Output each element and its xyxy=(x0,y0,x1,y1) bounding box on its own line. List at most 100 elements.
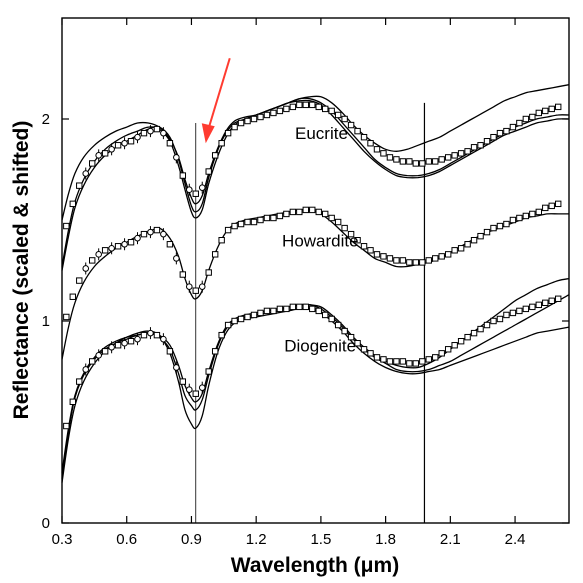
data-point-howardite xyxy=(373,251,381,258)
data-point-howardite xyxy=(127,239,135,246)
data-point-diogenite xyxy=(198,384,206,391)
data-point-diogenite xyxy=(211,348,219,355)
data-point-eucrite xyxy=(386,154,394,161)
data-point-diogenite xyxy=(464,333,471,341)
data-point-diogenite xyxy=(276,305,284,313)
data-point-eucrite xyxy=(82,170,90,177)
data-point-howardite xyxy=(192,287,199,294)
data-point-diogenite xyxy=(63,422,70,430)
data-point-eucrite xyxy=(419,160,426,167)
data-point-howardite xyxy=(419,259,426,266)
data-point-eucrite xyxy=(360,133,368,141)
data-point-eucrite xyxy=(432,158,439,165)
data-point-diogenite xyxy=(399,358,407,365)
reference-lines xyxy=(195,102,426,523)
data-point-howardite xyxy=(173,255,180,262)
data-point-howardite xyxy=(218,237,225,244)
data-point-eucrite xyxy=(211,152,219,159)
series-label-howardite: Howardite xyxy=(282,231,359,250)
data-point-howardite xyxy=(522,212,530,220)
data-point-howardite xyxy=(347,230,355,238)
data-point-diogenite xyxy=(367,350,374,357)
data-point-howardite xyxy=(542,204,549,212)
data-point-eucrite xyxy=(63,222,70,230)
data-point-diogenite xyxy=(516,307,523,315)
data-point-howardite xyxy=(108,244,115,252)
data-point-howardite xyxy=(309,206,316,214)
data-point-eucrite xyxy=(548,105,555,113)
data-point-howardite xyxy=(529,210,536,218)
data-point-eucrite xyxy=(438,156,445,163)
y-tick-label: 0 xyxy=(42,515,50,532)
data-point-howardite xyxy=(270,214,277,222)
data-point-diogenite xyxy=(231,317,238,325)
data-point-howardite xyxy=(548,202,555,210)
data-point-howardite xyxy=(412,259,420,266)
data-point-diogenite xyxy=(522,305,530,313)
data-point-diogenite xyxy=(140,331,148,339)
data-point-eucrite xyxy=(257,113,264,121)
data-point-diogenite xyxy=(69,398,76,406)
data-point-eucrite xyxy=(192,190,199,197)
data-point-diogenite xyxy=(438,350,445,357)
data-point-howardite xyxy=(121,240,128,248)
data-point-howardite xyxy=(399,257,407,264)
data-point-eucrite xyxy=(95,152,102,159)
data-point-eucrite xyxy=(399,158,407,165)
x-tick-label: 1.5 xyxy=(310,531,331,548)
data-point-eucrite xyxy=(76,182,83,189)
x-tick-label: 0.6 xyxy=(116,531,137,548)
data-point-howardite xyxy=(483,228,491,236)
data-point-diogenite xyxy=(322,311,329,319)
data-point-howardite xyxy=(257,216,264,224)
data-point-eucrite xyxy=(406,158,413,165)
data-point-diogenite xyxy=(406,360,413,367)
data-point-eucrite xyxy=(244,117,251,125)
data-point-eucrite xyxy=(457,150,465,157)
model-curve-diogenite xyxy=(61,277,570,479)
data-point-howardite xyxy=(89,257,96,264)
data-point-diogenite xyxy=(134,335,141,343)
data-point-eucrite xyxy=(490,133,497,141)
data-point-eucrite xyxy=(516,119,523,127)
data-point-diogenite xyxy=(76,378,83,385)
data-point-diogenite xyxy=(257,309,264,317)
data-point-diogenite xyxy=(555,295,562,302)
data-point-eucrite xyxy=(367,140,374,147)
data-point-howardite xyxy=(432,255,439,262)
data-point-diogenite xyxy=(542,299,549,307)
data-point-eucrite xyxy=(302,101,309,109)
data-point-diogenite xyxy=(185,386,193,393)
data-point-diogenite xyxy=(147,329,154,337)
data-point-eucrite xyxy=(250,115,258,123)
data-point-howardite xyxy=(76,277,83,284)
data-point-howardite xyxy=(160,230,167,238)
model-curve-eucrite xyxy=(61,99,570,267)
data-point-howardite xyxy=(503,220,510,228)
data-point-howardite xyxy=(166,241,174,248)
data-point-eucrite xyxy=(108,146,115,153)
data-point-eucrite xyxy=(198,184,206,191)
data-point-diogenite xyxy=(153,331,161,339)
data-point-howardite xyxy=(153,226,161,234)
data-point-eucrite xyxy=(535,109,542,117)
x-tick-label: 1.2 xyxy=(246,531,267,548)
data-point-diogenite xyxy=(224,321,232,329)
data-point-eucrite xyxy=(464,148,471,155)
data-point-howardite xyxy=(302,206,309,214)
series-label-eucrite: Eucrite xyxy=(295,124,348,143)
data-point-eucrite xyxy=(296,101,303,109)
data-point-eucrite xyxy=(160,129,167,137)
data-point-howardite xyxy=(457,245,465,252)
data-point-eucrite xyxy=(121,139,128,147)
data-point-eucrite xyxy=(425,158,432,165)
data-point-eucrite xyxy=(89,160,96,167)
data-point-diogenite xyxy=(386,358,394,365)
data-point-eucrite xyxy=(444,154,452,161)
data-point-eucrite xyxy=(373,146,381,153)
data-point-diogenite xyxy=(244,313,251,321)
data-point-diogenite xyxy=(192,390,199,397)
data-point-diogenite xyxy=(250,311,258,319)
data-point-eucrite xyxy=(283,105,290,113)
